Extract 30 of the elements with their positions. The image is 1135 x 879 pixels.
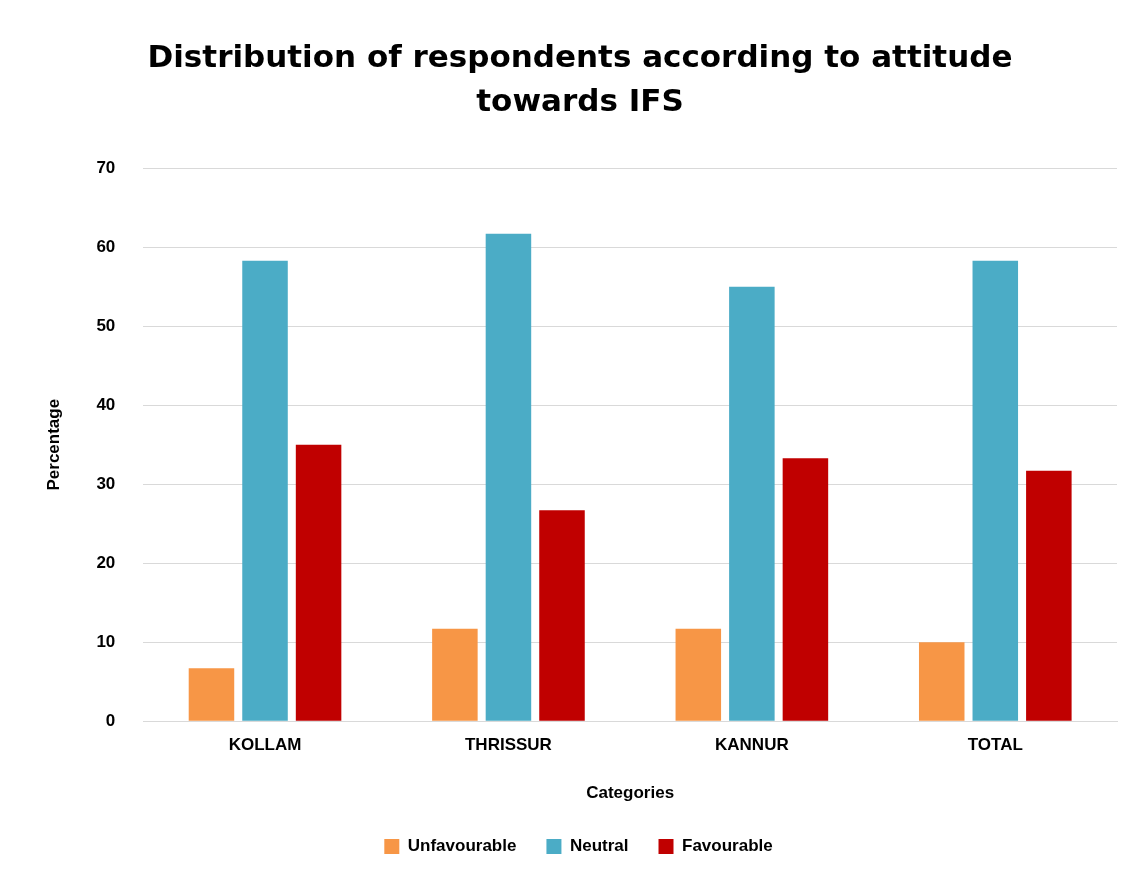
bar	[972, 260, 1019, 721]
y-axis-title: Percentage	[43, 398, 63, 491]
bar	[539, 510, 585, 721]
bar	[675, 628, 722, 721]
y-tick-label: 40	[96, 394, 116, 414]
bar	[295, 444, 342, 721]
bar	[485, 233, 532, 721]
y-tick-label: 30	[96, 473, 116, 493]
y-tick-label: 50	[96, 315, 116, 335]
bar	[242, 260, 288, 721]
y-tick-label: 10	[96, 631, 116, 651]
y-tick-label: 60	[96, 236, 116, 256]
bar	[729, 286, 775, 721]
y-tick-label: 0	[105, 710, 116, 730]
x-tick-label: THRISSUR	[464, 735, 552, 755]
x-axis-title: Categories	[586, 783, 675, 803]
y-tick-label: 20	[96, 552, 116, 572]
bar	[918, 642, 965, 721]
legend-label: Neutral	[569, 836, 629, 856]
x-tick-label: KANNUR	[715, 735, 789, 755]
bar	[782, 458, 829, 721]
x-tick-label: TOTAL	[967, 735, 1023, 755]
y-tick-label: 70	[96, 157, 116, 177]
bar	[1026, 470, 1072, 721]
legend-label: Favourable	[682, 836, 773, 856]
legend-label: Unfavourable	[407, 836, 517, 856]
bar	[432, 628, 478, 721]
x-tick-label: KOLLAM	[228, 735, 302, 755]
chart-title: Distribution of respondents according to attitude towards IFS	[146, 37, 1014, 120]
bar	[188, 668, 235, 721]
